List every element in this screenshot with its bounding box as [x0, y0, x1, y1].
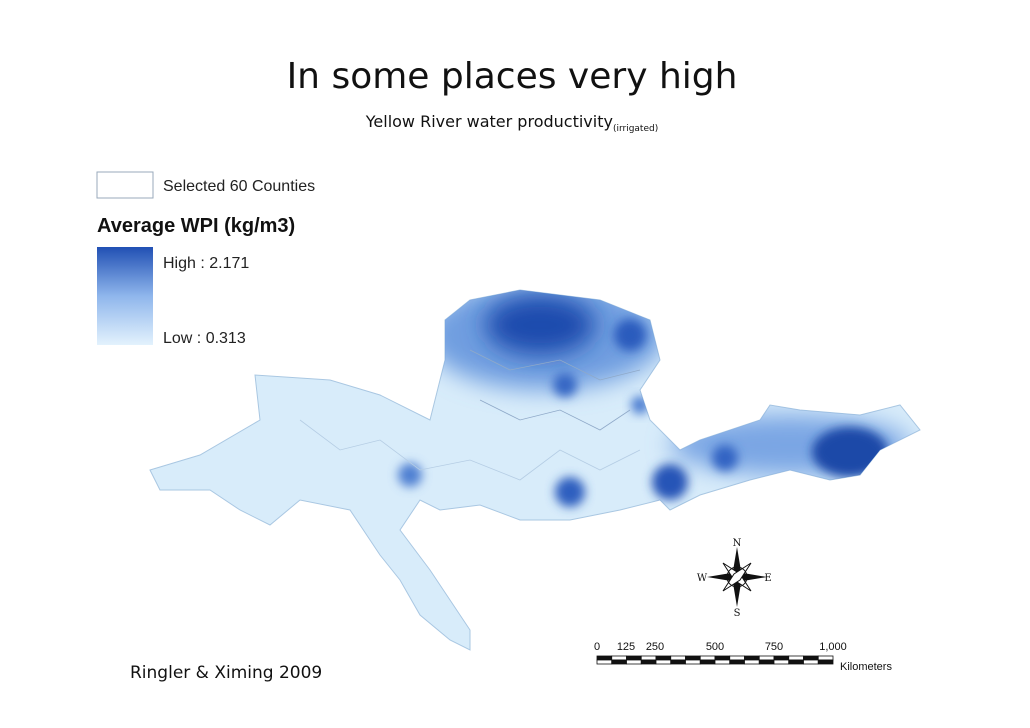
scale-segment — [788, 655, 804, 661]
subtitle-text: Yellow River water productivity — [365, 112, 613, 131]
scale-segment — [670, 659, 686, 665]
scale-segment — [626, 659, 642, 665]
scale-segment — [744, 659, 760, 665]
scale-segment — [655, 655, 672, 661]
compass-w: W — [697, 573, 708, 584]
scale-segment — [640, 655, 657, 661]
scale-segment — [758, 655, 775, 661]
scale-segment — [670, 655, 686, 661]
scale-segment — [803, 655, 819, 661]
scale-segment — [699, 655, 716, 661]
scale-label: 250 — [646, 641, 664, 653]
legend-title: Average WPI (kg/m3) — [97, 215, 295, 237]
scale-label: 0 — [594, 641, 600, 653]
citation: Ringler & Ximing 2009 — [130, 663, 322, 683]
scale-segment — [817, 659, 834, 665]
title: In some places very high — [287, 56, 738, 97]
scale-segment — [714, 659, 731, 665]
legend-swatch — [96, 171, 154, 199]
scale-segment — [773, 655, 790, 661]
subtitle-subscript: (irrigated) — [613, 124, 658, 134]
scale-label: 750 — [765, 641, 783, 653]
scale-segment — [714, 655, 731, 661]
scale-segment — [788, 659, 804, 665]
scale-label: 500 — [706, 641, 724, 653]
legend-selected: Selected 60 Counties — [163, 178, 315, 195]
scale-segment — [685, 659, 701, 665]
scale-segment — [729, 659, 745, 665]
scale-unit: Kilometers — [840, 661, 892, 673]
scale-segment — [773, 659, 790, 665]
scale-segment — [758, 659, 775, 665]
map — [149, 289, 921, 651]
scale-segment — [596, 655, 613, 661]
scale-segment — [640, 659, 657, 665]
scale-segment — [596, 659, 613, 665]
scale-segment — [729, 655, 745, 661]
scale-segment — [626, 655, 642, 661]
scale-bar: 0 125 250 500 750 1,000 — [594, 641, 847, 665]
scale-segment — [744, 655, 760, 661]
scale-segment — [611, 659, 627, 665]
compass-s: S — [734, 608, 741, 619]
scale-segment — [817, 655, 834, 661]
scale-segment — [803, 659, 819, 665]
compass — [707, 547, 767, 607]
scale-segment — [611, 655, 627, 661]
compass-n: N — [733, 538, 742, 549]
scale-label: 125 — [617, 641, 635, 653]
compass-e: E — [764, 573, 771, 584]
legend-gradient — [97, 247, 153, 345]
subtitle: Yellow River water productivity(irrigate… — [365, 112, 658, 134]
scale-segment — [655, 659, 672, 665]
scale-segment — [685, 655, 701, 661]
legend-high: High : 2.171 — [163, 255, 249, 272]
scale-label: 1,000 — [819, 641, 847, 653]
scale-segment — [699, 659, 716, 665]
legend-low: Low : 0.313 — [163, 330, 246, 347]
